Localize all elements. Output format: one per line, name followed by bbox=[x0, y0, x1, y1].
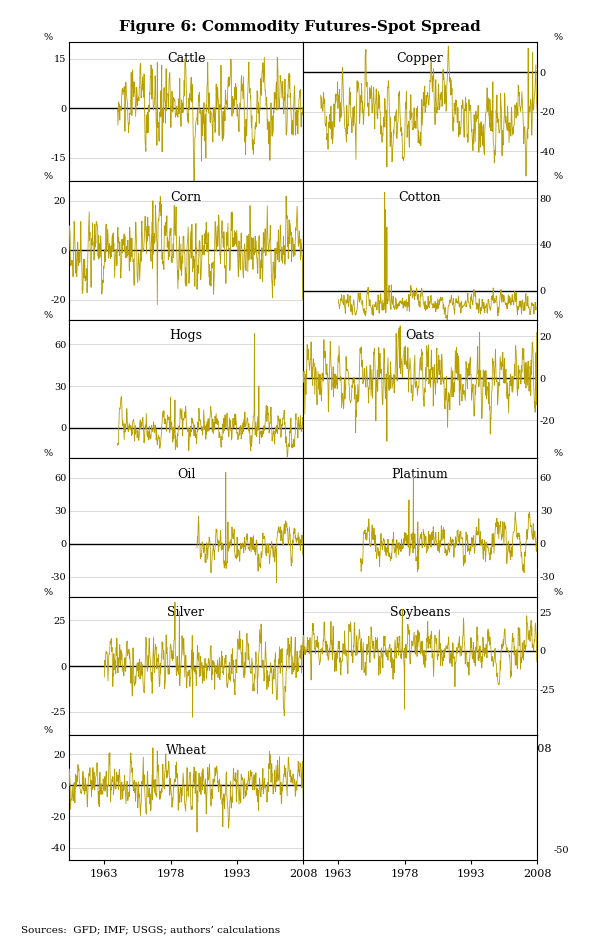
Text: Soybeans: Soybeans bbox=[390, 606, 450, 619]
Text: Copper: Copper bbox=[397, 52, 443, 65]
Text: %: % bbox=[43, 33, 53, 42]
Text: Platinum: Platinum bbox=[392, 468, 448, 481]
Text: Silver: Silver bbox=[167, 606, 205, 619]
Text: Wheat: Wheat bbox=[166, 744, 206, 757]
Text: Cattle: Cattle bbox=[167, 52, 205, 65]
Text: -50: -50 bbox=[553, 846, 569, 854]
Text: %: % bbox=[553, 310, 563, 320]
Text: %: % bbox=[43, 172, 53, 180]
Text: Oil: Oil bbox=[177, 468, 195, 481]
Text: Cotton: Cotton bbox=[398, 191, 442, 204]
Text: %: % bbox=[43, 588, 53, 597]
Text: %: % bbox=[553, 449, 563, 458]
Text: %: % bbox=[553, 172, 563, 180]
Text: Corn: Corn bbox=[170, 191, 202, 204]
Text: %: % bbox=[553, 33, 563, 42]
Text: %: % bbox=[553, 588, 563, 597]
Text: %: % bbox=[43, 310, 53, 320]
Text: %: % bbox=[43, 449, 53, 458]
Text: %: % bbox=[43, 727, 53, 735]
Text: Sources:  GFD; IMF; USGS; authors’ calculations: Sources: GFD; IMF; USGS; authors’ calcul… bbox=[21, 925, 280, 934]
Text: Hogs: Hogs bbox=[170, 329, 203, 342]
Text: Oats: Oats bbox=[406, 329, 434, 342]
Text: Figure 6: Commodity Futures-Spot Spread: Figure 6: Commodity Futures-Spot Spread bbox=[119, 20, 481, 34]
